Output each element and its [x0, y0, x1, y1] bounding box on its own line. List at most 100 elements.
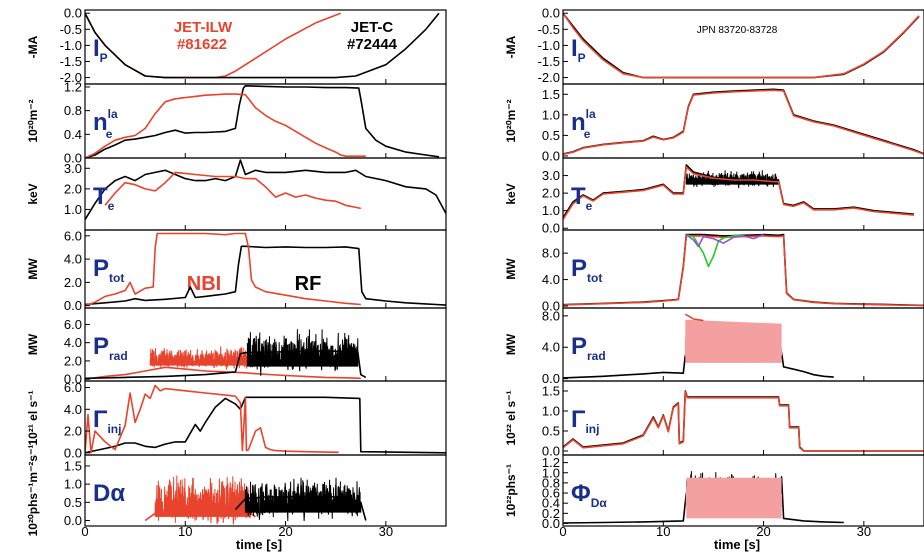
panel-label: Ptot — [571, 255, 602, 285]
y-tick-label: 1.5 — [542, 87, 560, 102]
series-line-black — [85, 159, 446, 221]
y-tick-label: 0.4 — [64, 127, 82, 142]
panel-label-sub: tot — [109, 271, 124, 285]
series-group — [563, 164, 915, 220]
y-tick-label: 0.0 — [542, 516, 560, 531]
series-line-red — [563, 235, 924, 307]
series-group — [144, 475, 367, 525]
y-axis-label: keV — [26, 183, 40, 204]
series-line-black — [563, 12, 920, 79]
legend-black-bottom: #72444 — [347, 36, 398, 53]
panel-ptot: 0.0 2.0 4.0 6.0 MW Ptot — [26, 228, 447, 313]
y-tick-label: 6.0 — [64, 228, 82, 243]
y-tick-label: 1.5 — [542, 384, 560, 399]
series-line-black — [563, 164, 915, 219]
y-tick-label: 0.0 — [542, 221, 560, 236]
panel-label-main: Γ — [93, 406, 108, 433]
y-tick-label: -2.0 — [538, 70, 560, 85]
panel-label-sub: tot — [587, 271, 602, 285]
right-xlabel: time [s] — [714, 537, 760, 552]
panel-prad: 0.0 2.0 4.0 6.0 MW Prad — [26, 307, 447, 387]
y-axis-label: 10²¹ el s⁻¹ — [26, 390, 40, 445]
legend-red-top: JET-ILW — [174, 19, 233, 36]
x-tick-label: 0 — [81, 524, 88, 539]
panel-frame — [562, 454, 924, 527]
y-tick-label: 4.0 — [64, 252, 82, 267]
series-group — [85, 329, 367, 380]
series-line-red — [144, 507, 256, 522]
legend-red-bottom: #81622 — [177, 36, 227, 53]
panel-label-sub: e — [586, 199, 593, 213]
panel-dalpha: 0.0 0.5 1.0 1.5 10²⁰phs⁻¹m⁻²s⁻¹ Dα — [26, 445, 447, 537]
series-line-black — [85, 12, 440, 79]
panel-label-main: n — [571, 109, 586, 136]
y-tick-label: 3.0 — [542, 168, 560, 183]
y-tick-label: 2.0 — [64, 181, 82, 196]
series-group — [563, 390, 924, 452]
rf-label: RF — [295, 273, 322, 295]
y-tick-label: 1.2 — [542, 455, 560, 470]
series-noise-black — [246, 329, 359, 376]
panel-ptot: 0.0 4.0 8.0 MW Ptot — [504, 229, 924, 314]
y-axis-label: 10²⁰m⁻² — [26, 99, 40, 142]
panel-label-sub: P — [100, 51, 108, 65]
y-tick-label: 8.0 — [542, 308, 560, 323]
panel-label-sub: inj — [585, 422, 599, 436]
panel-prad: 0.0 4.0 8.0 MW Prad — [504, 307, 924, 386]
y-tick-label: 0.0 — [64, 372, 82, 387]
series-line-purple — [685, 233, 764, 248]
series-line-black — [563, 390, 924, 452]
series-line-black — [85, 245, 446, 306]
y-tick-label: 0.0 — [542, 444, 560, 459]
y-tick-label: -1.5 — [60, 54, 82, 69]
series-line-red — [563, 12, 920, 79]
y-tick-label: 0.0 — [542, 299, 560, 314]
right-title: JPN 83720-83728 — [697, 25, 778, 36]
y-tick-label: 1.2 — [64, 79, 82, 94]
panel-label: Dα — [93, 480, 125, 507]
y-tick-label: 3.0 — [64, 161, 82, 176]
panel-te: 0.0 1.0 2.0 3.0 keV Te — [504, 157, 924, 236]
panel-label-sub: e — [106, 127, 113, 141]
left-figure: JET-ILW #81622 JET-C #72444 NBI RF time … — [26, 6, 447, 552]
panel-label: Prad — [93, 333, 128, 363]
y-axis-label: 10²⁰phs⁻¹m⁻²s⁻¹ — [26, 445, 40, 537]
panel-te: 1.0 2.0 3.0 keV Te — [26, 157, 447, 231]
y-tick-label: 1.0 — [64, 202, 82, 217]
y-tick-label: -2.0 — [60, 70, 82, 85]
panel-label: Te — [93, 183, 115, 213]
y-axis-label: 10²²phs⁻¹ — [504, 464, 518, 517]
series-group — [563, 233, 924, 307]
y-tick-label: 2.0 — [64, 424, 82, 439]
series-line-red — [563, 391, 924, 452]
series-line-red — [85, 384, 339, 454]
left-xlabel: time [s] — [236, 537, 282, 552]
panel-label-main: P — [571, 333, 587, 360]
series-line-black — [563, 88, 924, 155]
y-axis-label: MW — [26, 333, 40, 355]
series-line-red — [85, 93, 366, 158]
x-tick-label: 10 — [178, 524, 192, 539]
y-tick-label: 2.0 — [64, 353, 82, 368]
series-line-black — [563, 233, 924, 307]
x-tick-label: 0 — [559, 524, 566, 539]
series-noise-black — [685, 170, 780, 189]
series-group — [85, 159, 446, 221]
x-tick-label: 20 — [278, 524, 292, 539]
series-fill-pink — [685, 319, 782, 363]
y-axis-label: -MA — [26, 35, 40, 58]
panel-label: Γinj — [93, 406, 121, 436]
panel-ginj: 0.0 2.0 4.0 6.0 10²¹ el s⁻¹ Γinj — [26, 380, 447, 460]
panel-label-sub: e — [108, 199, 115, 213]
series-group — [563, 88, 924, 156]
y-tick-label: 4.0 — [64, 335, 82, 350]
series-group — [85, 85, 440, 158]
panel-label-sub: P — [578, 51, 586, 65]
right-figure: JPN 83720-83728 time [s] 0.0-0.5-1.0-1.5… — [504, 6, 924, 552]
y-tick-label: 0.2 — [542, 506, 560, 521]
y-axis-label: keV — [504, 183, 518, 204]
panel-label-sub: e — [584, 127, 591, 141]
panel-frame — [562, 229, 924, 309]
y-tick-label: -0.5 — [60, 22, 82, 37]
